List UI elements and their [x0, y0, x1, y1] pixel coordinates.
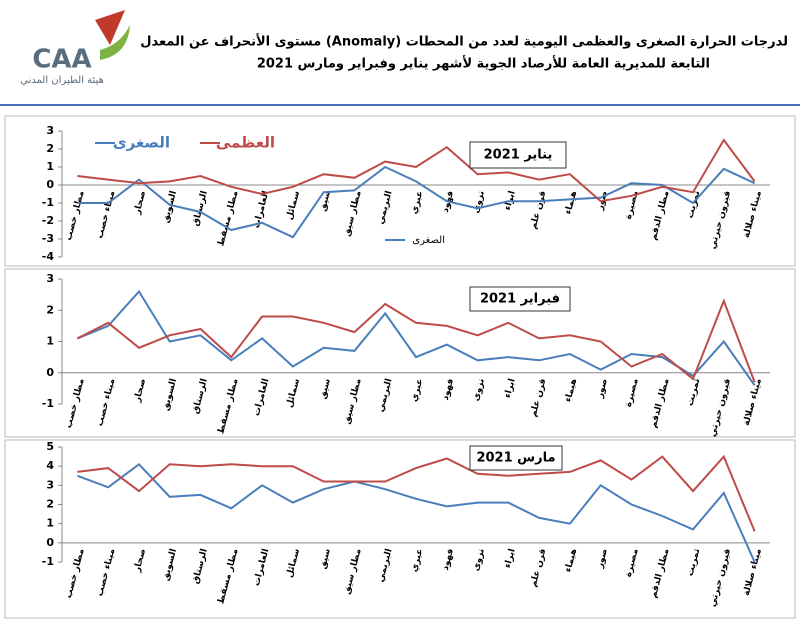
chart-title: يناير 2021: [484, 148, 553, 163]
series-line: [77, 462, 756, 563]
logo: CAA هيئة الطيران المدني: [20, 10, 130, 86]
y-tick-label: -3: [42, 232, 54, 245]
series-line: [77, 165, 756, 239]
y-tick-label: -2: [42, 214, 54, 227]
x-tick-label: ابراء: [503, 378, 518, 400]
y-tick-label: 0: [46, 536, 54, 549]
title-box: [469, 141, 567, 169]
y-tick-label: 2: [46, 303, 54, 316]
series-line: [77, 289, 756, 386]
y-tick-label: 1: [46, 160, 54, 173]
logo-shape: [95, 10, 125, 45]
title-box: [469, 445, 563, 471]
series-line: [77, 454, 756, 532]
legend-label: العظمى: [216, 134, 275, 152]
y-tick-label: 2: [46, 498, 54, 511]
logo-shape: [100, 25, 130, 60]
logo-subtitle: هيئة الطيران المدني: [20, 75, 104, 86]
legend-label: الصغرى: [113, 134, 170, 152]
legend-label: الصغرى: [412, 235, 445, 246]
page-title: مستوى الأنحراف عن المعدل (Anomaly) لدرجا…: [140, 33, 788, 50]
y-tick-label: 1: [46, 335, 54, 348]
y-tick-label: 0: [46, 178, 54, 191]
y-tick-label: 1: [46, 517, 54, 530]
y-tick-label: 5: [46, 440, 54, 453]
chart-title: فبراير 2021: [480, 292, 560, 307]
series-line: [77, 138, 756, 203]
panel-frame: [4, 268, 796, 438]
y-tick-label: -1: [42, 555, 54, 568]
page-title: التابعة للمديرية العامة للأرصاد الجوية ل…: [257, 55, 710, 72]
series-line: [76, 298, 756, 383]
panel-frame: [4, 439, 796, 619]
title-box: [469, 286, 571, 312]
y-tick-label: 3: [46, 124, 54, 137]
logo-text: CAA: [32, 45, 91, 75]
y-tick-label: 2: [46, 142, 54, 155]
y-tick-label: 4: [46, 459, 54, 472]
chart-title: مارس 2021: [476, 451, 555, 466]
y-tick-label: 0: [46, 366, 54, 379]
x-tick-label: ابراء: [503, 548, 518, 570]
y-tick-label: -4: [42, 250, 55, 263]
y-tick-label: 3: [46, 478, 54, 491]
y-tick-label: -1: [42, 196, 54, 209]
panel-frame: [4, 115, 796, 267]
y-tick-label: -1: [42, 397, 54, 410]
y-tick-label: 3: [46, 272, 54, 285]
